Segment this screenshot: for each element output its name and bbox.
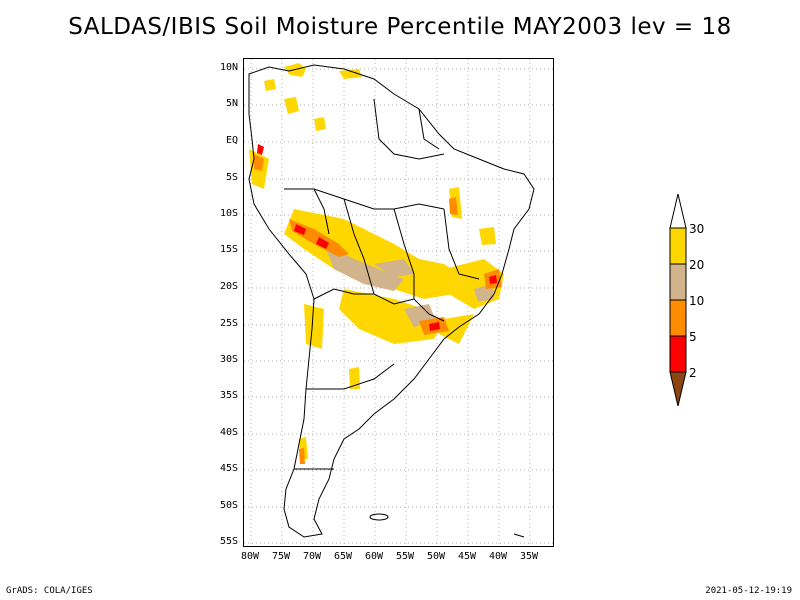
lat-label-25s: 25S (219, 318, 238, 329)
lon-label-45w: 45W (457, 551, 477, 562)
lat-label-45s: 45S (219, 463, 238, 474)
lon-label-55w: 55W (395, 551, 415, 562)
legend-swatch-5-10 (669, 299, 687, 337)
lat-label-55s: 55S (219, 536, 238, 547)
legend-label-5: 5 (689, 330, 697, 344)
legend-swatch-20-30 (669, 227, 687, 265)
legend-swatch-below-2 (669, 371, 687, 407)
lat-label-10s: 10S (219, 208, 238, 219)
legend-label-10: 10 (689, 294, 705, 308)
map-title: SALDAS/IBIS Soil Moisture Percentile MAY… (68, 14, 732, 40)
lat-label-5s: 5S (225, 172, 238, 183)
moisture-shading (249, 63, 504, 464)
lon-label-60w: 60W (364, 551, 384, 562)
legend-label-30: 30 (689, 222, 705, 236)
lat-label-5n: 5N (225, 98, 238, 109)
legend-label-2: 2 (689, 366, 697, 380)
lon-label-70w: 70W (302, 551, 322, 562)
legend-swatch-10-20 (669, 263, 687, 301)
lon-label-65w: 65W (333, 551, 353, 562)
legend-label-20: 20 (689, 258, 705, 272)
lat-label-20s: 20S (219, 281, 238, 292)
coastline (248, 64, 535, 538)
lat-label-35s: 35S (219, 390, 238, 401)
map-panel (243, 58, 554, 547)
islands (369, 513, 525, 538)
lat-label-10n: 10N (219, 62, 238, 73)
lat-label-40s: 40S (219, 427, 238, 438)
south-america-map (244, 59, 553, 546)
lat-label-eq: EQ (225, 135, 238, 146)
lat-label-30s: 30S (219, 354, 238, 365)
color-legend-bar (669, 193, 687, 407)
lat-label-50s: 50S (219, 500, 238, 511)
lat-label-15s: 15S (219, 244, 238, 255)
footer-credit: GrADS: COLA/IGES (6, 586, 93, 596)
footer-timestamp: 2021-05-12-19:19 (705, 586, 792, 596)
lon-label-50w: 50W (426, 551, 446, 562)
legend-swatch-2-5 (669, 335, 687, 373)
lon-label-40w: 40W (488, 551, 508, 562)
legend-swatch-above-30 (669, 193, 687, 229)
lon-label-35w: 35W (519, 551, 539, 562)
lon-label-75w: 75W (271, 551, 291, 562)
lon-label-80w: 80W (240, 551, 260, 562)
